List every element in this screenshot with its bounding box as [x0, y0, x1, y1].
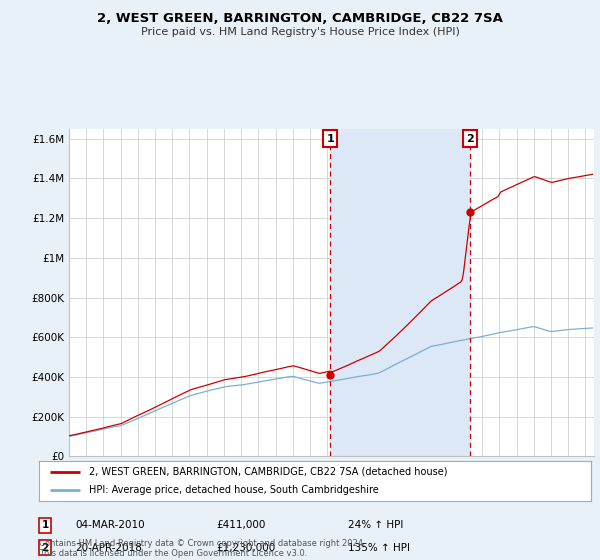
Text: 2, WEST GREEN, BARRINGTON, CAMBRIDGE, CB22 7SA: 2, WEST GREEN, BARRINGTON, CAMBRIDGE, CB…	[97, 12, 503, 25]
Text: Price paid vs. HM Land Registry's House Price Index (HPI): Price paid vs. HM Land Registry's House …	[140, 27, 460, 37]
Bar	[330, 129, 470, 456]
Text: 20-APR-2018: 20-APR-2018	[75, 543, 142, 553]
Text: 2: 2	[41, 543, 49, 553]
Text: Contains HM Land Registry data © Crown copyright and database right 2024.
This d: Contains HM Land Registry data © Crown c…	[39, 539, 365, 558]
Text: 135% ↑ HPI: 135% ↑ HPI	[348, 543, 410, 553]
Text: 2, WEST GREEN, BARRINGTON, CAMBRIDGE, CB22 7SA (detached house): 2, WEST GREEN, BARRINGTON, CAMBRIDGE, CB…	[89, 467, 447, 477]
Text: £411,000: £411,000	[216, 520, 265, 530]
Text: 1: 1	[41, 520, 49, 530]
Text: HPI: Average price, detached house, South Cambridgeshire: HPI: Average price, detached house, Sout…	[89, 486, 379, 495]
Text: 04-MAR-2010: 04-MAR-2010	[75, 520, 145, 530]
Text: £1,230,000: £1,230,000	[216, 543, 275, 553]
Text: 2: 2	[466, 134, 474, 143]
Text: 24% ↑ HPI: 24% ↑ HPI	[348, 520, 403, 530]
Text: 1: 1	[326, 134, 334, 143]
